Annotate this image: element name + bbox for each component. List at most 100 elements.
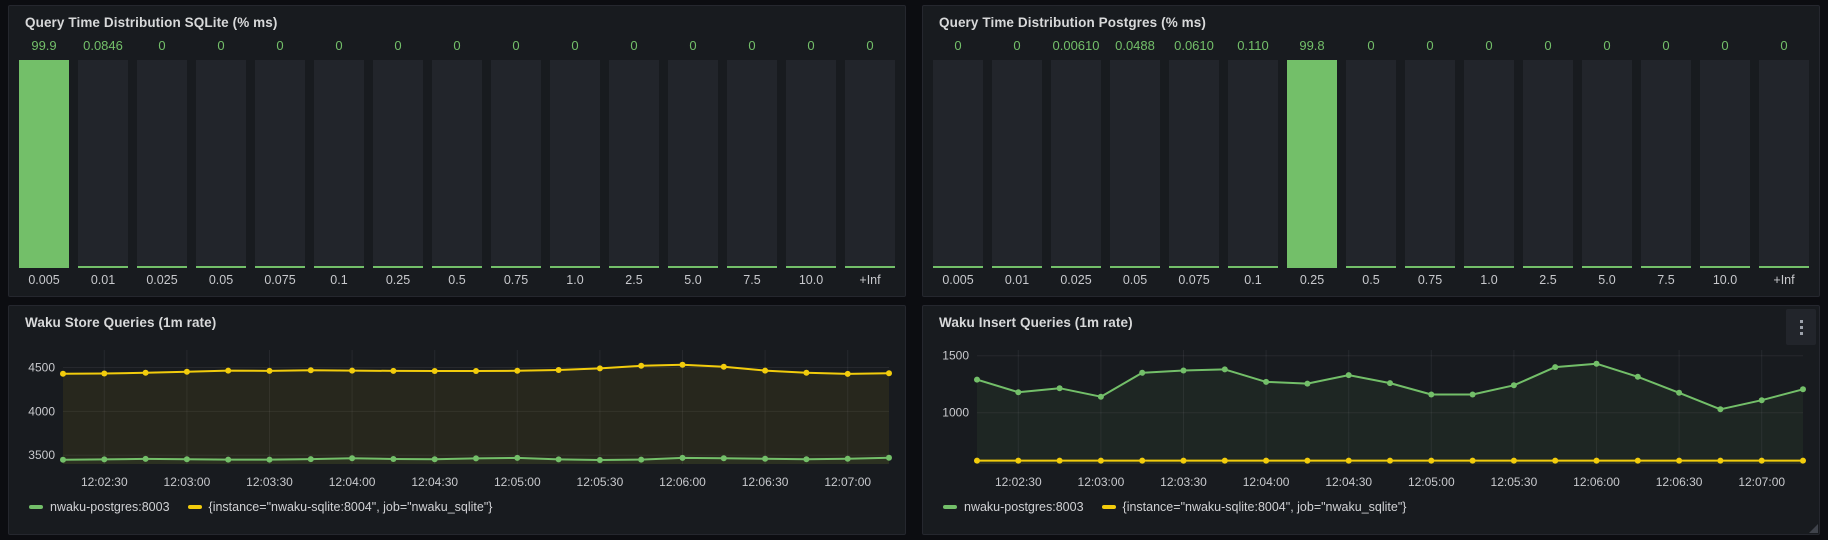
svg-text:4000: 4000 xyxy=(28,404,55,418)
bar-bucket-label: 5.0 xyxy=(684,273,702,287)
bar-bucket-label: 0.05 xyxy=(1122,273,1148,287)
bar-fill xyxy=(314,266,364,268)
legend-swatch-yellow xyxy=(1101,505,1116,509)
panel-header[interactable]: Query Time Distribution SQLite (% ms) xyxy=(9,6,905,36)
bar-fill xyxy=(1287,60,1337,268)
bar-track xyxy=(491,60,541,268)
bar-value: 0 xyxy=(954,38,962,53)
bar-value: 0 xyxy=(217,38,225,53)
insert-queries-chart[interactable]: 1000 1500 12:02:30 12:03:00 12:03:30 12:04:00… xyxy=(933,344,1809,496)
bar-fill xyxy=(845,266,895,268)
svg-text:12:06:00: 12:06:00 xyxy=(1573,475,1620,489)
bar-bucket-label: 0.05 xyxy=(208,273,234,287)
bar-value: 0 xyxy=(1367,38,1375,53)
bar-bucket-label: 2.5 xyxy=(625,273,643,287)
bar-value: 99.9 xyxy=(31,38,57,53)
histogram-bar-0.025: 0.00610 0.025 xyxy=(1051,38,1101,290)
legend-item-postgres[interactable]: nwaku-postgres:8003 xyxy=(943,500,1084,514)
bar-track xyxy=(1464,60,1514,268)
bar-fill xyxy=(432,266,482,268)
svg-text:12:03:30: 12:03:30 xyxy=(246,475,293,489)
bar-bucket-label: 5.0 xyxy=(1598,273,1616,287)
histogram-bar-0.5: 0 0.5 xyxy=(1346,38,1396,290)
bar-track xyxy=(137,60,187,268)
bar-fill xyxy=(78,266,128,268)
bar-fill xyxy=(255,266,305,268)
bar-value: 0 xyxy=(512,38,520,53)
histogram-bar-0.75: 0 0.75 xyxy=(491,38,541,290)
histogram-bar-0.25: 99.8 0.25 xyxy=(1287,38,1337,290)
svg-text:12:05:30: 12:05:30 xyxy=(577,475,624,489)
histogram-bar-7.5: 0 7.5 xyxy=(727,38,777,290)
bar-bucket-label: 0.25 xyxy=(1299,273,1325,287)
bar-track xyxy=(1228,60,1278,268)
bar-track xyxy=(255,60,305,268)
bar-track xyxy=(1346,60,1396,268)
panel-header[interactable]: Waku Store Queries (1m rate) xyxy=(9,306,905,336)
bar-bucket-label: 0.5 xyxy=(1362,273,1380,287)
legend-item-sqlite[interactable]: {instance="nwaku-sqlite:8004", job="nwak… xyxy=(1101,500,1406,514)
panel-waku-store-queries: Waku Store Queries (1m rate) 3500 4000 450… xyxy=(8,305,906,535)
bar-value: 0.110 xyxy=(1237,38,1269,53)
panel-waku-insert-queries: Waku Insert Queries (1m rate) 1000 1500 12… xyxy=(922,305,1820,535)
histogram-bar-5.0: 0 5.0 xyxy=(1582,38,1632,290)
bar-value: 0 xyxy=(571,38,579,53)
legend-item-sqlite[interactable]: {instance="nwaku-sqlite:8004", job="nwak… xyxy=(187,500,493,514)
bar-fill xyxy=(1346,266,1396,268)
kebab-dot xyxy=(1799,319,1803,323)
panel-header[interactable]: Query Time Distribution Postgres (% ms) xyxy=(923,6,1819,36)
store-queries-chart[interactable]: 3500 4000 4500 12:02:30 12:03:00 12:03:30 12:0… xyxy=(19,344,895,496)
histogram-bar-0.75: 0 0.75 xyxy=(1405,38,1455,290)
bar-track xyxy=(1759,60,1809,268)
bar-track xyxy=(786,60,836,268)
bar-bucket-label: 0.025 xyxy=(1060,273,1092,287)
bar-fill xyxy=(933,266,983,268)
bar-track xyxy=(845,60,895,268)
histogram-bar-0.05: 0 0.05 xyxy=(196,38,246,290)
bar-track xyxy=(1405,60,1455,268)
histogram-bar-1.0: 0 1.0 xyxy=(550,38,600,290)
panel-header[interactable]: Waku Insert Queries (1m rate) xyxy=(923,306,1819,336)
bar-fill xyxy=(1523,266,1573,268)
bar-value: 0.0846 xyxy=(83,38,123,53)
legend-swatch-yellow xyxy=(187,505,202,509)
bar-fill xyxy=(1641,266,1691,268)
panel-menu-kebab-icon[interactable] xyxy=(1786,309,1816,345)
bar-value: 0 xyxy=(1426,38,1434,53)
bar-track xyxy=(314,60,364,268)
bar-fill xyxy=(1700,266,1750,268)
legend-label: nwaku-postgres:8003 xyxy=(964,500,1084,514)
bar-bucket-label: 0.005 xyxy=(942,273,974,287)
resize-handle[interactable] xyxy=(1809,524,1818,533)
svg-text:12:06:00: 12:06:00 xyxy=(659,475,706,489)
histogram-bar-0.5: 0 0.5 xyxy=(432,38,482,290)
bar-track xyxy=(933,60,983,268)
bar-track xyxy=(550,60,600,268)
bar-bucket-label: 0.01 xyxy=(90,273,116,287)
bar-fill xyxy=(1169,266,1219,268)
svg-text:1000: 1000 xyxy=(942,406,969,420)
histogram-bar-10.0: 0 10.0 xyxy=(1700,38,1750,290)
legend-item-postgres[interactable]: nwaku-postgres:8003 xyxy=(29,500,170,514)
svg-text:4500: 4500 xyxy=(28,361,55,375)
bar-bucket-label: 0.75 xyxy=(1417,273,1443,287)
bar-fill xyxy=(1464,266,1514,268)
bar-bucket-label: 7.5 xyxy=(743,273,761,287)
svg-text:12:02:30: 12:02:30 xyxy=(995,475,1042,489)
svg-text:12:06:30: 12:06:30 xyxy=(1656,475,1703,489)
legend-label: {instance="nwaku-sqlite:8004", job="nwak… xyxy=(208,500,493,514)
legend-label: nwaku-postgres:8003 xyxy=(50,500,170,514)
bar-bucket-label: 0.1 xyxy=(1244,273,1262,287)
histogram-bar-0.1: 0.110 0.1 xyxy=(1228,38,1278,290)
histogram-bar-0.01: 0 0.01 xyxy=(992,38,1042,290)
bar-bucket-label: +Inf xyxy=(1773,273,1795,287)
svg-text:12:04:30: 12:04:30 xyxy=(411,475,458,489)
bar-fill xyxy=(668,266,718,268)
bar-value: 0 xyxy=(1013,38,1021,53)
bar-track xyxy=(727,60,777,268)
svg-text:12:02:30: 12:02:30 xyxy=(81,475,128,489)
bar-bucket-label: 0.5 xyxy=(448,273,466,287)
svg-text:12:03:00: 12:03:00 xyxy=(164,475,211,489)
bar-value: 0 xyxy=(1485,38,1493,53)
